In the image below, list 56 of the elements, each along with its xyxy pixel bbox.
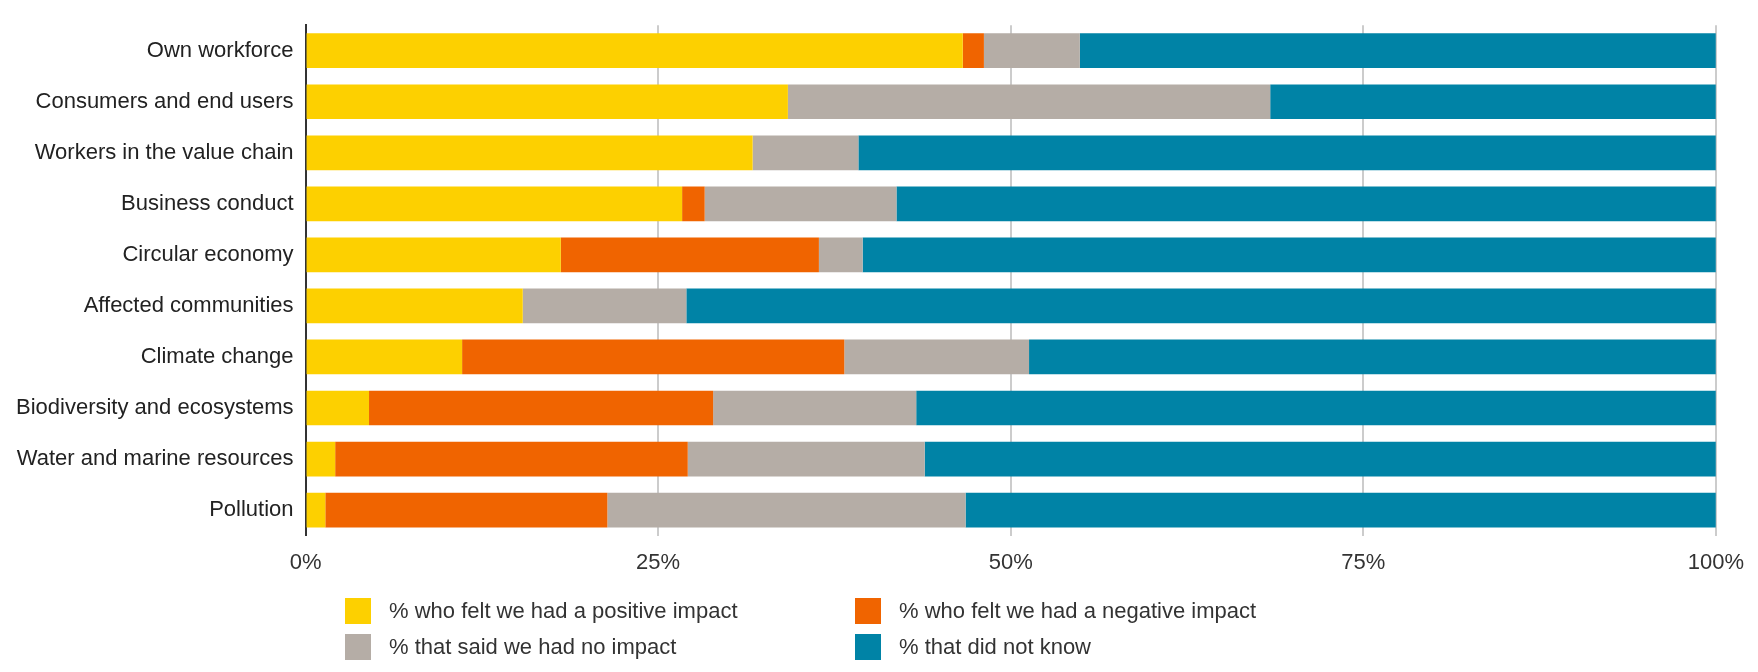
- x-tick-label: 75%: [1341, 548, 1386, 574]
- bar: [896, 186, 1716, 222]
- y-tick-label: Workers in the value chain: [34, 138, 294, 164]
- bar: [916, 390, 1716, 426]
- bar: [687, 441, 925, 477]
- bar: [335, 441, 688, 477]
- bar: [924, 441, 1716, 477]
- bar: [1270, 84, 1716, 120]
- bar: [983, 33, 1080, 69]
- bar: [306, 237, 561, 273]
- bar: [306, 288, 523, 324]
- bar: [306, 84, 788, 120]
- legend-label: % that did not know: [899, 634, 1092, 660]
- y-tick-label: Pollution: [209, 496, 294, 522]
- x-tick-label: 100%: [1687, 548, 1745, 574]
- bar: [704, 186, 897, 222]
- legend-label: % who felt we had a negative impact: [899, 598, 1257, 624]
- bar: [306, 441, 336, 477]
- bar: [844, 339, 1030, 375]
- y-tick-label: Circular economy: [122, 240, 294, 266]
- y-tick-label: Affected communities: [83, 291, 294, 317]
- x-tick-label: 25%: [636, 548, 681, 574]
- bar: [787, 84, 1271, 120]
- y-tick-label: Biodiversity and ecosystems: [15, 394, 294, 420]
- bar: [306, 135, 753, 171]
- bar: [862, 237, 1716, 273]
- y-tick-label: Own workforce: [146, 36, 294, 62]
- bar: [818, 237, 863, 273]
- bar: [1079, 33, 1716, 69]
- bar: [306, 33, 963, 69]
- y-tick-label: Climate change: [140, 343, 294, 369]
- bar: [965, 492, 1716, 528]
- bar: [713, 390, 917, 426]
- bar: [560, 237, 819, 273]
- y-tick-label: Consumers and end users: [35, 87, 294, 113]
- bar: [325, 492, 608, 528]
- y-tick-label: Water and marine resources: [16, 445, 294, 471]
- bar: [686, 288, 1716, 324]
- bar: [462, 339, 845, 375]
- x-tick-label: 0%: [289, 548, 322, 574]
- bar: [306, 390, 370, 426]
- bar: [369, 390, 714, 426]
- bar: [522, 288, 687, 324]
- x-tick-label: 50%: [988, 548, 1033, 574]
- bar: [752, 135, 859, 171]
- bar: [962, 33, 984, 69]
- bar: [306, 339, 463, 375]
- bar: [682, 186, 705, 222]
- legend-label: % who felt we had a positive impact: [389, 598, 738, 624]
- legend-label: % that said we had no impact: [389, 634, 677, 660]
- bar: [306, 492, 326, 528]
- bar: [306, 186, 683, 222]
- y-tick-label: Business conduct: [121, 189, 294, 215]
- bar: [1029, 339, 1716, 375]
- bar: [858, 135, 1716, 171]
- bar: [607, 492, 966, 528]
